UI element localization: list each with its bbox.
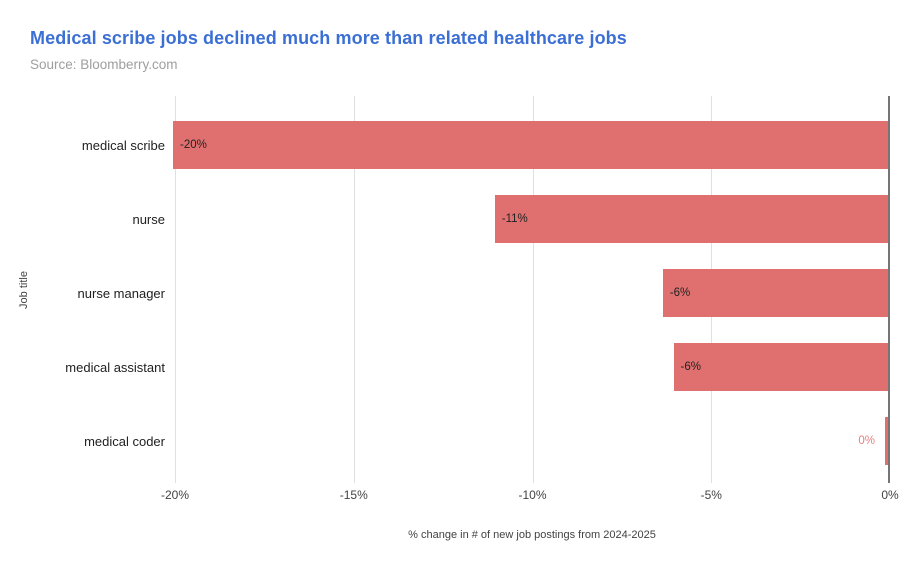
bar-medical-assistant: -6% (673, 343, 888, 391)
bar-value-label: -6% (680, 361, 701, 373)
bar-row: -6% (175, 256, 890, 330)
bar-medical-coder: 0% (858, 417, 888, 465)
category-label: medical scribe (81, 137, 165, 153)
y-axis-labels: medical scribe nurse nurse manager medical … (0, 108, 165, 478)
gridline (532, 96, 534, 483)
bar-row: -11% (175, 182, 890, 256)
source-label: Source: Bloomberry.com (30, 57, 178, 72)
x-tick-label: -10% (518, 488, 547, 502)
x-axis-title: % change in # of new job postings from 2… (408, 529, 656, 541)
gridline (353, 96, 355, 483)
x-tick-label: -5% (700, 488, 722, 502)
bar-row: -20% (173, 108, 890, 182)
zero-axis-line (888, 96, 890, 483)
bar-nurse-manager: -6% (662, 269, 888, 317)
x-tick-label: -15% (339, 488, 368, 502)
bar-rows: -20% -11% -6% -6% 0% (173, 108, 890, 478)
bar-value-label: -20% (180, 139, 207, 151)
category-label: medical assistant (65, 359, 165, 375)
category-label: nurse (132, 211, 165, 227)
category-label: medical coder (84, 433, 165, 449)
category-label: nurse manager (77, 285, 165, 301)
x-tick-label: 0% (881, 488, 899, 502)
bar-row: 0% (175, 404, 890, 478)
page-title: Medical scribe jobs declined much more t… (30, 28, 627, 48)
bar-row: -6% (175, 330, 890, 404)
gridline (175, 96, 176, 483)
bar-value-label: -11% (501, 213, 528, 225)
bar-medical-scribe: -20% (173, 121, 888, 169)
bar-value-label: 0% (858, 435, 875, 447)
bar-value-label: -6% (669, 287, 691, 299)
plot-area: -20% -11% -6% -6% 0% (173, 96, 890, 483)
x-tick-label: -20% (160, 488, 190, 502)
bar-nurse: -11% (494, 195, 888, 243)
